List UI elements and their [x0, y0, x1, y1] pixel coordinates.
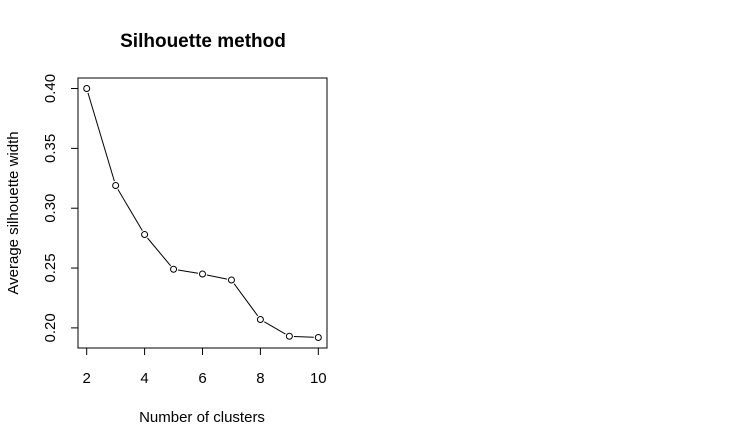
x-tick-label: 6: [198, 370, 206, 387]
series-segment: [206, 274, 228, 280]
series-segment: [264, 321, 286, 335]
data-point: [314, 333, 322, 341]
x-axis-label: Number of clusters: [139, 409, 265, 426]
series-segment: [87, 92, 115, 182]
y-tick-label: 0.20: [42, 313, 59, 342]
data-point: [112, 181, 120, 189]
series-layer: [83, 85, 322, 341]
series-segment: [147, 237, 172, 267]
data-point: [285, 332, 293, 340]
data-point: [141, 231, 149, 239]
y-tick-label: 0.30: [42, 194, 59, 223]
series-segment: [117, 189, 143, 231]
y-axis: 0.20 0.25 0.30 0.35 0.40: [42, 74, 79, 342]
data-point: [227, 276, 235, 284]
y-tick-label: 0.25: [42, 253, 59, 282]
plot-frame: [77, 77, 328, 349]
y-tick-label: 0.35: [42, 134, 59, 163]
x-tick-label: 2: [83, 370, 91, 387]
series-segment: [177, 269, 199, 274]
x-tick-label: 10: [310, 370, 327, 387]
x-tick-label: 8: [256, 370, 264, 387]
series-segment: [293, 335, 314, 338]
x-axis: 2 4 6 8 10: [83, 347, 327, 387]
y-tick-label: 0.40: [42, 74, 59, 103]
data-point: [199, 270, 206, 278]
series-segment: [233, 283, 259, 317]
chart-title: Silhouette method: [120, 31, 286, 52]
data-point: [256, 316, 264, 324]
y-axis-label: Average silhouette width: [5, 131, 22, 294]
data-point: [83, 85, 91, 93]
data-point: [170, 265, 178, 273]
x-tick-label: 4: [140, 370, 148, 387]
